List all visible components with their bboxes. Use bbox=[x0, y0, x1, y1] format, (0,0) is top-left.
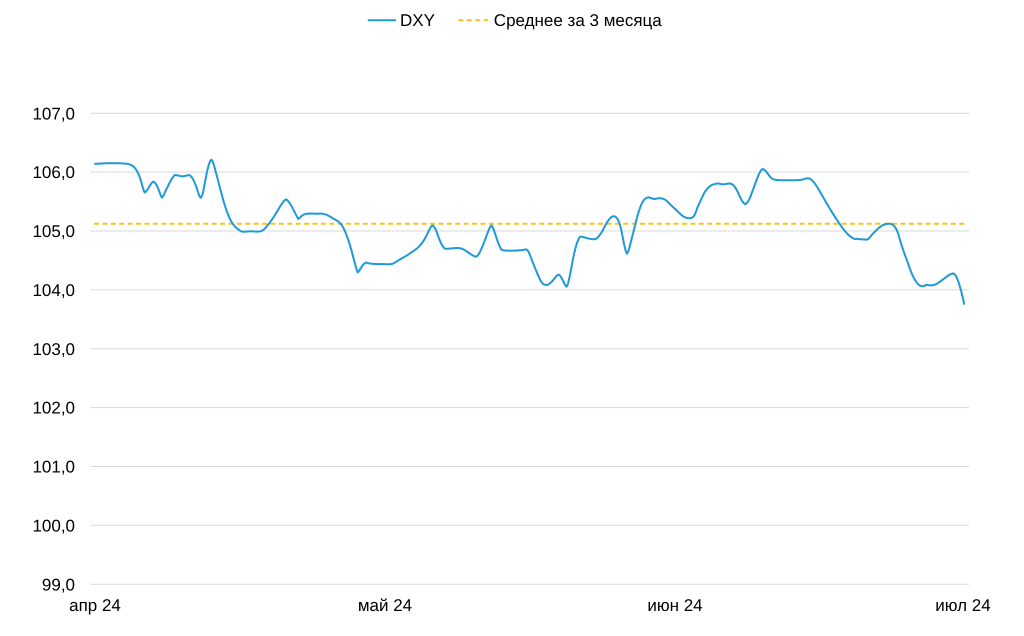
svg-text:июн 24: июн 24 bbox=[647, 596, 702, 615]
svg-text:DXY: DXY bbox=[400, 11, 435, 30]
svg-text:99,0: 99,0 bbox=[42, 575, 75, 594]
svg-text:101,0: 101,0 bbox=[32, 458, 75, 477]
svg-text:107,0: 107,0 bbox=[32, 104, 75, 123]
svg-text:100,0: 100,0 bbox=[32, 516, 75, 535]
svg-text:103,0: 103,0 bbox=[32, 340, 75, 359]
svg-text:106,0: 106,0 bbox=[32, 163, 75, 182]
svg-text:104,0: 104,0 bbox=[32, 281, 75, 300]
svg-text:102,0: 102,0 bbox=[32, 399, 75, 418]
svg-text:апр 24: апр 24 bbox=[69, 596, 121, 615]
svg-text:105,0: 105,0 bbox=[32, 222, 75, 241]
svg-text:июл 24: июл 24 bbox=[935, 596, 990, 615]
svg-text:Среднее за 3 месяца: Среднее за 3 месяца bbox=[494, 11, 662, 30]
svg-text:май 24: май 24 bbox=[358, 596, 412, 615]
